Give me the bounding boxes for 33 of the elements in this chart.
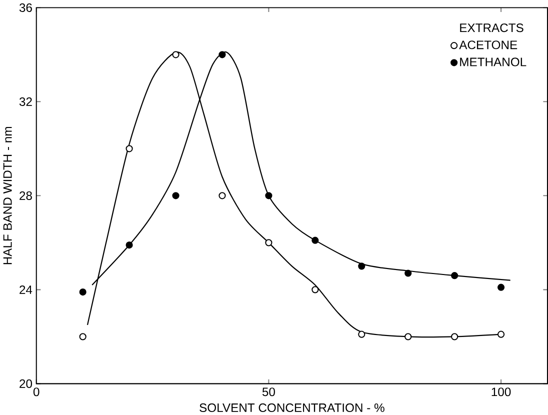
y-tick-label: 36 (19, 3, 32, 12)
point (218, 192, 226, 200)
y-tick-label: 32 (19, 97, 32, 106)
point (172, 50, 180, 58)
point (79, 288, 86, 296)
x-tick-label: 100 (492, 387, 511, 396)
legend-label: METHANOL (460, 57, 526, 66)
point (312, 236, 319, 244)
y-axis-title: HALF BAND WIDTH - nm (3, 126, 12, 264)
point (312, 286, 319, 294)
legend-label: ACETONE (459, 40, 518, 49)
x-tick-label: 50 (262, 387, 275, 396)
y-tick-label: 28 (20, 191, 32, 200)
point (358, 330, 366, 338)
point (451, 332, 458, 340)
point (358, 262, 366, 270)
x-axis-title: SOLVENT CONCENTRATION - % (200, 403, 384, 412)
point (265, 238, 272, 246)
point (404, 332, 412, 340)
point (79, 332, 86, 340)
point (218, 50, 226, 58)
point (126, 144, 133, 152)
y-tick-label: 24 (20, 285, 32, 294)
point (404, 270, 412, 277)
point (265, 192, 272, 200)
legend-title: EXTRACTS (460, 23, 524, 32)
point (497, 330, 505, 338)
point (172, 192, 180, 200)
point (497, 284, 505, 291)
point (451, 272, 458, 279)
x-tick-label: 0 (33, 387, 40, 396)
point (126, 241, 133, 248)
y-tick-label: 20 (20, 379, 32, 388)
